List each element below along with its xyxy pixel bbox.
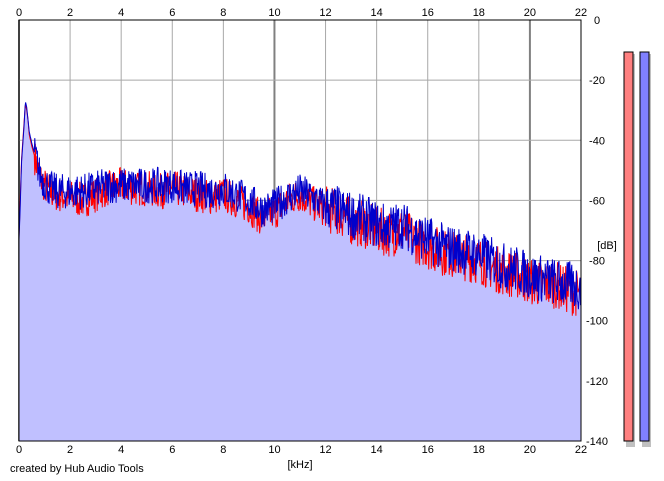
x-tick-label: 12 [319,444,331,456]
y-tick-label: -140 [586,436,608,448]
y-tick-label: -120 [586,376,608,388]
x-tick-label: 2 [67,444,73,456]
y-axis-label: [dB] [597,240,617,252]
series-lines [18,102,582,316]
y-tick-label: -80 [589,256,605,268]
y-tick-label: -100 [586,316,608,328]
x-tick-label: 22 [575,7,587,19]
x-tick-label: 8 [220,7,226,19]
level-meter [639,51,650,442]
y-tick-label: -20 [589,75,605,87]
y-tick-label: 0 [594,15,600,27]
x-tick-label: 2 [67,7,73,19]
x-tick-label: 4 [118,7,124,19]
x-tick-label: 6 [169,7,175,19]
x-tick-label: 12 [319,7,331,19]
x-tick-label: 14 [371,7,383,19]
credit-text: created by Hub Audio Tools [10,463,144,475]
x-tick-label: 20 [524,444,536,456]
x-tick-label: 18 [473,444,485,456]
level-meter [623,51,634,442]
plot-frame [18,19,582,442]
x-tick-label: 16 [422,444,434,456]
y-tick-label: -60 [589,195,605,207]
level-meters [623,51,651,447]
x-tick-label: 18 [473,7,485,19]
x-tick-label: 20 [524,7,536,19]
x-tick-labels-bottom: 0 2 4 6 8 10 12 14 16 18 20 22 [16,444,587,456]
x-tick-label: 0 [16,444,22,456]
x-tick-label: 10 [268,7,280,19]
x-tick-label: 4 [118,444,124,456]
x-tick-label: 10 [268,444,280,456]
y-tick-labels: 0 -20 -40 -60 -80 -100 -120 -140 [586,15,608,448]
x-tick-label: 8 [220,444,226,456]
x-tick-label: 6 [169,444,175,456]
x-tick-label: 22 [575,444,587,456]
x-tick-label: 0 [16,7,22,19]
x-axis-label: [kHz] [287,459,312,471]
x-tick-label: 16 [422,7,434,19]
x-tick-label: 14 [371,444,383,456]
x-tick-labels-top: 0 2 4 6 8 10 12 14 16 18 20 22 [16,7,587,19]
series-line [18,102,582,310]
y-tick-label: -40 [589,135,605,147]
